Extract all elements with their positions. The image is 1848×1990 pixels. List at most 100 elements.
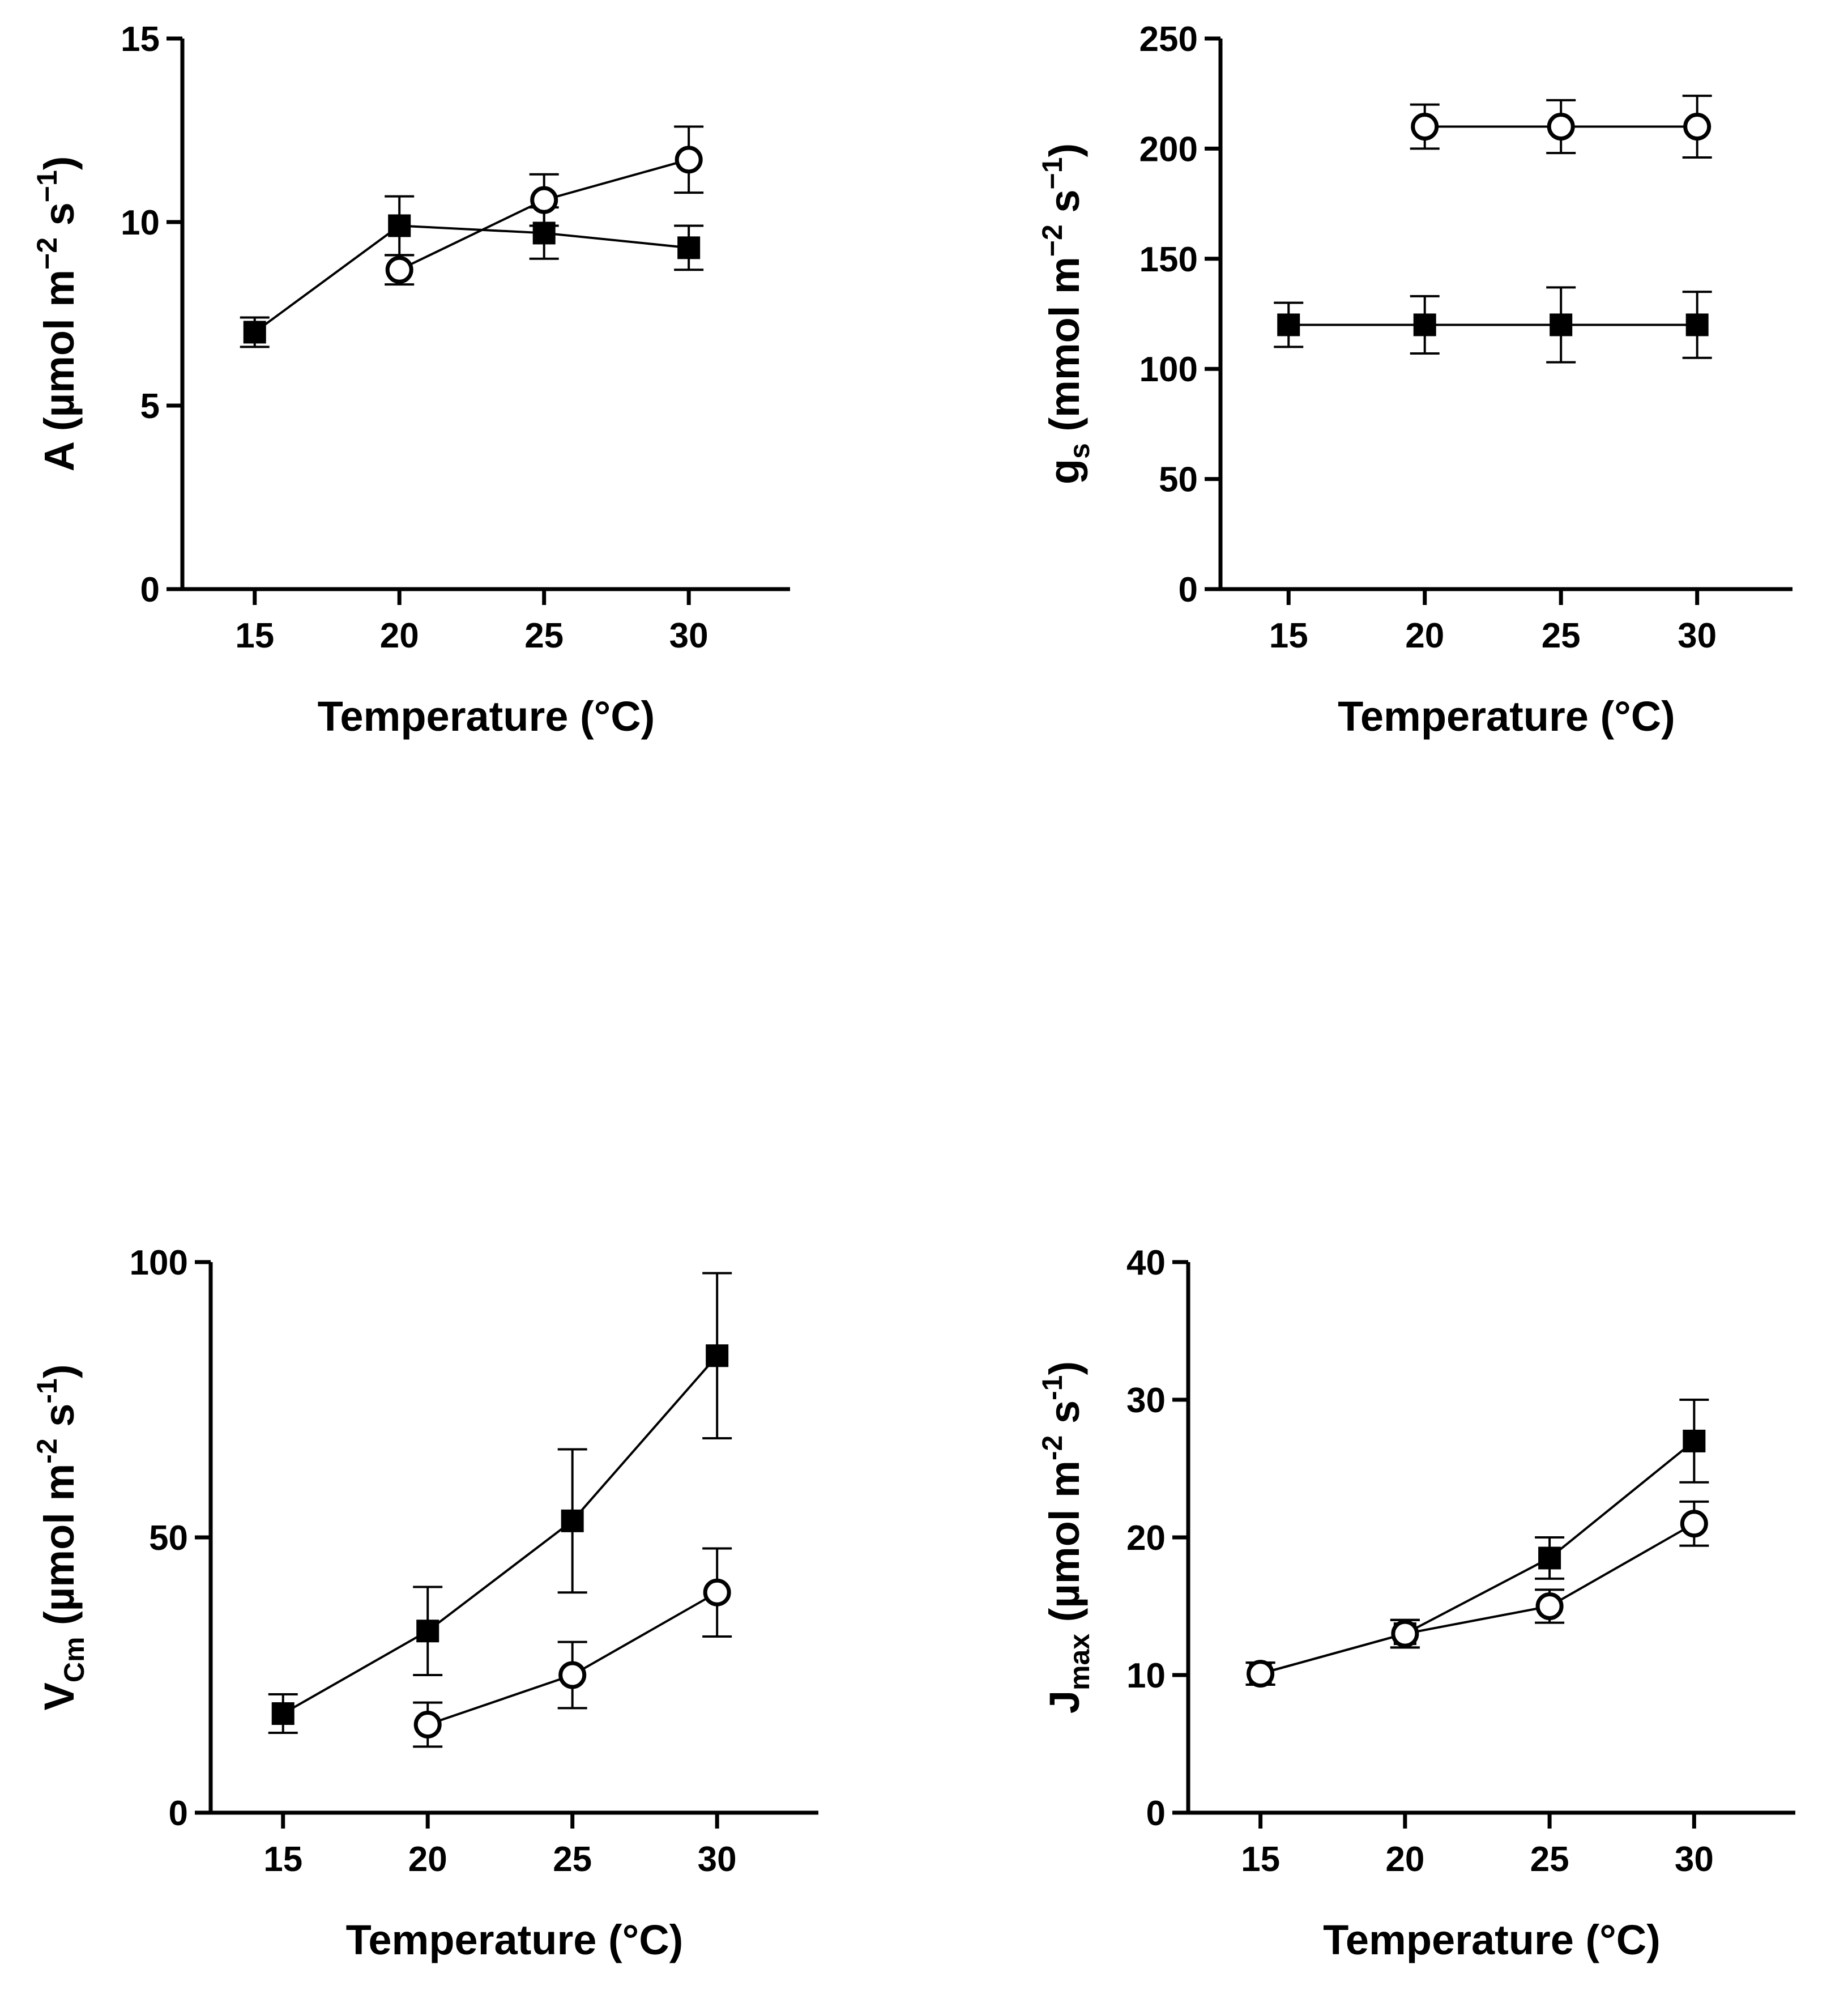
- y-axis-title: VCm​ (µmol m-2​ s-1​): [31, 1364, 90, 1710]
- y-axis-title-part: s: [1041, 190, 1088, 225]
- y-tick-label: 0: [169, 1794, 188, 1833]
- series-line: [1260, 1440, 1695, 1675]
- data-point-circle: [703, 1578, 731, 1607]
- data-point-circle: [530, 186, 558, 214]
- y-tick-label: 250: [1139, 20, 1198, 59]
- x-axis-title: Temperature (°C): [1323, 1916, 1661, 1963]
- chart-panel-4: 0 10 20 30 40 15 20 25 30 Temperature (°C) Jmax​ (…: [1036, 1243, 1795, 1963]
- y-tick-label: 0: [1146, 1794, 1166, 1833]
- y-axis-title-part: (µmol m: [1041, 1460, 1088, 1634]
- data-point-square: [271, 1702, 295, 1725]
- y-axis-title-part: ): [36, 1364, 83, 1378]
- x-tick-label: 30: [669, 616, 709, 655]
- y-tick-label: 5: [140, 387, 160, 426]
- x-tick-label: 30: [1675, 1840, 1714, 1879]
- data-point-circle: [558, 1661, 587, 1689]
- y-tick-label: 40: [1126, 1243, 1166, 1282]
- y-axis-title-part: max: [1064, 1634, 1095, 1690]
- x-tick-label: 25: [524, 616, 564, 655]
- y-tick-label: 0: [1179, 570, 1198, 610]
- data-point-circle: [1391, 1620, 1419, 1648]
- data-point-square: [1538, 1546, 1561, 1570]
- y-axis-title-part: −1: [1036, 157, 1068, 189]
- y-axis-title: A (µmol m−2​ s−1​): [31, 156, 83, 472]
- data-point-square: [388, 214, 411, 237]
- x-tick-label: 15: [1241, 1840, 1280, 1879]
- y-axis-title-part: (mmol m: [1041, 257, 1088, 443]
- x-axis-title: Temperature (°C): [318, 693, 655, 740]
- data-point-circle: [1547, 113, 1575, 141]
- y-axis-title-part: s: [36, 202, 83, 237]
- y-axis-title-part: A (µmol m: [36, 270, 83, 471]
- y-tick-label: 10: [121, 203, 160, 242]
- y-axis-title-part: ): [1041, 143, 1088, 157]
- data-point-circle: [1411, 113, 1439, 141]
- y-axis-title-part: J: [1041, 1690, 1088, 1714]
- data-point-circle: [413, 1710, 442, 1738]
- x-tick-label: 15: [263, 1840, 302, 1879]
- series-line: [1260, 1522, 1695, 1675]
- data-point-square: [1413, 313, 1436, 336]
- data-point-square: [706, 1344, 729, 1367]
- data-point-circle: [1247, 1660, 1275, 1688]
- data-point-square: [243, 321, 266, 344]
- x-tick-label: 20: [1405, 616, 1444, 655]
- y-axis-title-part: -2: [1036, 1435, 1068, 1460]
- y-axis-title-part: Cm: [58, 1637, 90, 1683]
- y-axis-title: Jmax​ (µmol m-2​ s-1​): [1036, 1361, 1095, 1714]
- y-tick-label: 10: [1126, 1656, 1166, 1695]
- y-axis-title-part: -1: [31, 1378, 63, 1403]
- y-axis-title: gs​ (mmol m−2​ s−1​): [1036, 143, 1095, 484]
- data-point-square: [561, 1509, 584, 1532]
- y-axis-title-part: (µmol m: [36, 1464, 83, 1637]
- x-tick-label: 20: [1385, 1840, 1424, 1879]
- y-axis-title-part: g: [1041, 459, 1088, 484]
- y-axis-title-part: ): [36, 156, 83, 171]
- y-tick-label: 150: [1139, 240, 1198, 279]
- y-axis-title-part: s: [36, 1404, 83, 1439]
- x-tick-label: 15: [235, 616, 274, 655]
- x-tick-label: 20: [408, 1840, 447, 1879]
- x-tick-label: 25: [1530, 1840, 1569, 1879]
- y-axis-title-part: −2: [1036, 224, 1068, 257]
- data-point-circle: [385, 255, 413, 284]
- x-tick-label: 25: [553, 1840, 592, 1879]
- y-tick-label: 15: [121, 20, 160, 59]
- y-tick-label: 100: [130, 1243, 188, 1282]
- series-line: [282, 1354, 718, 1715]
- data-point-square: [1550, 313, 1573, 336]
- x-axis-title: Temperature (°C): [346, 1916, 684, 1963]
- y-tick-label: 20: [1126, 1519, 1166, 1558]
- y-axis-title-part: V: [36, 1682, 83, 1710]
- y-axis-title-part: -1: [1036, 1375, 1068, 1400]
- data-point-circle: [1683, 113, 1712, 141]
- data-point-square: [1277, 313, 1300, 336]
- y-tick-label: 100: [1139, 350, 1198, 389]
- y-axis-title-part: s: [1041, 1400, 1088, 1435]
- y-axis-title-part: ): [1041, 1361, 1088, 1375]
- y-tick-label: 200: [1139, 130, 1198, 169]
- chart-panel-3: 0 50 100 15 20 25 30 Temperature (°C) VCm​ (µmol…: [31, 1243, 818, 1963]
- x-tick-label: 30: [698, 1840, 737, 1879]
- data-point-circle: [1535, 1592, 1564, 1620]
- x-tick-label: 15: [1269, 616, 1308, 655]
- data-point-square: [677, 236, 701, 259]
- x-tick-label: 30: [1678, 616, 1717, 655]
- y-axis-title-part: -2: [31, 1438, 63, 1463]
- y-axis-title-part: s: [1064, 443, 1095, 459]
- data-point-square: [416, 1620, 439, 1643]
- y-tick-label: 0: [140, 570, 160, 610]
- data-point-circle: [1680, 1510, 1708, 1538]
- y-axis-title-part: −2: [31, 237, 63, 270]
- x-axis-title: Temperature (°C): [1338, 693, 1675, 740]
- y-tick-label: 50: [1159, 461, 1198, 500]
- data-point-circle: [675, 146, 703, 174]
- y-tick-label: 30: [1126, 1381, 1166, 1420]
- data-point-square: [1683, 1429, 1706, 1452]
- y-axis-title-part: −1: [31, 170, 63, 202]
- x-tick-label: 20: [380, 616, 419, 655]
- series-line: [254, 224, 689, 334]
